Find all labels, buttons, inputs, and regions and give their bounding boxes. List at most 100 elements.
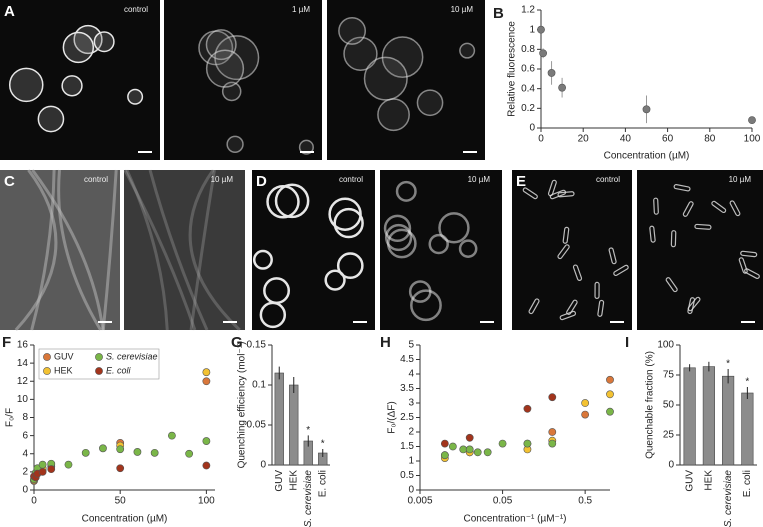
- data-point: [202, 461, 211, 470]
- vesicle: [263, 277, 291, 305]
- y-tick-label: 0.6: [521, 64, 535, 75]
- bacterium: [665, 277, 678, 293]
- bacterium: [594, 281, 600, 300]
- y-tick-label: 75: [663, 370, 675, 381]
- y-tick-label: 0: [668, 460, 674, 471]
- vesicle: [410, 289, 442, 322]
- panel-letter: C: [4, 173, 15, 190]
- panel-letter: D: [256, 173, 267, 190]
- bacterium: [670, 230, 677, 248]
- bar: [289, 384, 299, 466]
- data-point: [202, 377, 211, 386]
- panel-letter: H: [380, 334, 391, 351]
- vesicle: [377, 98, 410, 132]
- data-point: [99, 444, 107, 453]
- x-tick-label: 100: [744, 134, 761, 145]
- micrograph: [512, 170, 632, 330]
- bacterium: [559, 310, 577, 321]
- vesicle: [252, 249, 273, 270]
- significance-mark: *: [306, 425, 310, 436]
- vesicle: [205, 29, 237, 61]
- y-axis-label: F₀/F: [5, 408, 16, 427]
- bar: [741, 392, 754, 466]
- vesicle: [384, 223, 413, 252]
- bacterium: [694, 223, 712, 230]
- bar: [722, 375, 735, 466]
- data-point: [47, 465, 56, 474]
- membrane: [123, 169, 197, 331]
- data-point: [448, 442, 457, 451]
- y-tick-label: 0: [260, 460, 266, 471]
- x-tick-label: 0.005: [407, 496, 432, 507]
- y-tick-label: 3.5: [400, 383, 414, 394]
- y-axis-label: Quenching efficiency (mol⁻¹): [237, 342, 248, 469]
- x-axis-label: Concentration (µM): [604, 151, 690, 162]
- legend-marker: [43, 353, 51, 361]
- bar: [683, 367, 696, 466]
- data-point: [202, 368, 211, 377]
- x-tick-label: HEK: [288, 470, 299, 491]
- vesicle: [386, 228, 417, 259]
- y-axis-label: F₀/(ΔF): [387, 401, 398, 434]
- bacterium: [522, 187, 538, 200]
- data-point: [440, 451, 449, 460]
- membrane: [125, 169, 169, 331]
- data-point: [64, 460, 73, 469]
- bacterium: [682, 201, 694, 217]
- data-point: [116, 464, 125, 473]
- y-tick-label: 50: [663, 400, 675, 411]
- data-point: [606, 390, 614, 399]
- vesicle: [8, 67, 44, 103]
- vesicle: [62, 31, 95, 64]
- y-tick-label: 4.5: [400, 354, 414, 365]
- bacterium: [711, 200, 727, 214]
- bacterium: [729, 200, 741, 217]
- y-tick-label: 0: [529, 123, 535, 134]
- y-tick-label: 6: [22, 430, 28, 441]
- image-caption: 10 µM: [211, 175, 234, 184]
- data-point: [202, 437, 211, 445]
- data-point: [38, 460, 47, 469]
- bacterium: [597, 299, 605, 317]
- data-point: [748, 116, 756, 125]
- y-tick-label: 1.5: [400, 441, 414, 452]
- y-tick-label: 0.15: [247, 340, 267, 351]
- vesicle: [93, 31, 115, 53]
- vesicle: [343, 36, 378, 71]
- y-tick-label: 0.05: [247, 420, 267, 431]
- data-point: [116, 445, 125, 454]
- vesicle: [37, 105, 65, 133]
- y-tick-label: 1: [408, 456, 414, 467]
- x-tick-label: GUV: [274, 470, 285, 492]
- y-tick-label: 0: [408, 485, 414, 496]
- data-point: [523, 439, 532, 448]
- x-tick-label: E. coli: [742, 470, 753, 497]
- legend-marker: [95, 367, 103, 375]
- panel-letter: F: [2, 334, 11, 351]
- y-tick-label: 12: [17, 376, 29, 387]
- membrane: [14, 169, 58, 332]
- data-point: [459, 445, 468, 454]
- data-point: [133, 448, 142, 456]
- x-tick-label: 0.05: [493, 496, 513, 507]
- bacterium: [557, 244, 570, 260]
- y-tick-label: 8: [22, 412, 28, 423]
- y-tick-label: 2.5: [400, 412, 414, 423]
- data-point: [465, 445, 474, 454]
- y-tick-label: 1: [529, 24, 535, 35]
- x-tick-label: 50: [115, 496, 127, 507]
- data-point: [581, 410, 590, 419]
- vesicle: [127, 88, 144, 105]
- vesicle: [205, 49, 245, 88]
- image-caption: control: [596, 175, 620, 184]
- data-point: [81, 448, 90, 457]
- bacterium: [649, 225, 656, 243]
- x-tick-label: S. cerevisiae: [303, 470, 314, 527]
- y-tick-label: 10: [17, 394, 29, 405]
- y-axis-label: Relative fluorescence: [507, 21, 518, 117]
- bacterium: [687, 297, 696, 315]
- bacterium: [653, 197, 659, 215]
- membrane: [188, 169, 241, 332]
- vesicle: [383, 214, 412, 243]
